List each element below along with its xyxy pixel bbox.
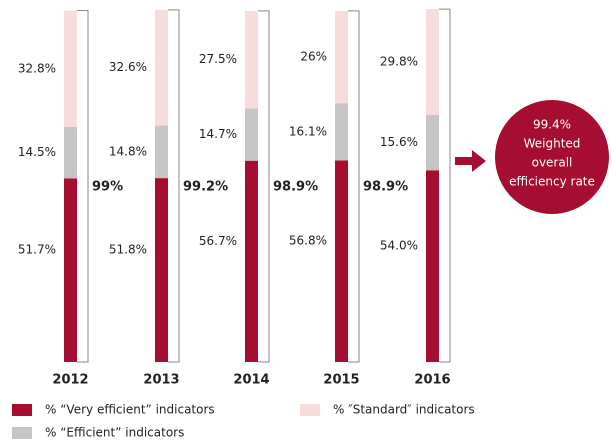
bracket [439, 8, 451, 363]
value-label: 32.6% [109, 60, 147, 74]
callout-text: Weighted [524, 137, 581, 151]
value-label: 29.8% [380, 55, 418, 69]
value-label: 26% [300, 50, 327, 64]
bar-segment [426, 114, 439, 171]
bar-segment [245, 108, 258, 161]
bar-segment [245, 160, 258, 362]
bar-segment [64, 126, 77, 179]
bar-segment [335, 10, 348, 104]
value-label: 51.8% [109, 243, 147, 257]
value-label: 32.8% [18, 61, 56, 75]
bar-segment [426, 170, 439, 362]
bar-segment [335, 103, 348, 161]
bar-segment [335, 160, 348, 362]
value-label: 16.1% [289, 124, 327, 138]
value-label: 56.8% [289, 234, 327, 248]
x-tick-label: 2014 [233, 373, 269, 388]
legend-label: % “Very efficient” indicators [45, 403, 215, 417]
x-tick-label: 2013 [143, 373, 179, 388]
legend-swatch [12, 427, 32, 439]
total-label: 99% [92, 180, 123, 195]
value-label: 54.0% [380, 239, 418, 253]
total-label: 99.2% [183, 180, 228, 195]
value-label: 14.8% [109, 144, 147, 158]
bar-segment [155, 125, 168, 179]
value-label: 14.5% [18, 145, 56, 159]
callout-value: 99.4% [533, 118, 571, 132]
x-tick-label: 2012 [52, 373, 88, 388]
bracket [168, 9, 180, 363]
legend-swatch [12, 404, 32, 416]
bar-segment [426, 9, 439, 115]
value-label: 27.5% [199, 52, 237, 66]
bar-segment [245, 10, 258, 109]
x-tick-label: 2016 [414, 373, 450, 388]
value-label: 14.7% [199, 127, 237, 141]
arrow [455, 150, 486, 172]
bar-segment [155, 9, 168, 126]
bracket [77, 10, 89, 363]
bracket [258, 10, 270, 363]
value-label: 56.7% [199, 234, 237, 248]
legend-label: % “Efficient” indicators [45, 426, 184, 440]
callout-circle [495, 100, 609, 214]
bracket [348, 10, 360, 363]
bar-segment [64, 10, 77, 127]
bar-segment [64, 178, 77, 362]
value-label: 51.7% [18, 243, 56, 257]
value-label: 15.6% [380, 135, 418, 149]
callout-text: overall [532, 156, 573, 170]
bar-segment [155, 178, 168, 362]
x-tick-label: 2015 [323, 373, 359, 388]
legend-swatch [300, 404, 320, 416]
total-label: 98.9% [273, 180, 318, 195]
callout-text: efficiency rate [509, 175, 595, 189]
total-label: 98.9% [363, 180, 408, 195]
legend-label: % ″Standard″ indicators [333, 403, 475, 417]
